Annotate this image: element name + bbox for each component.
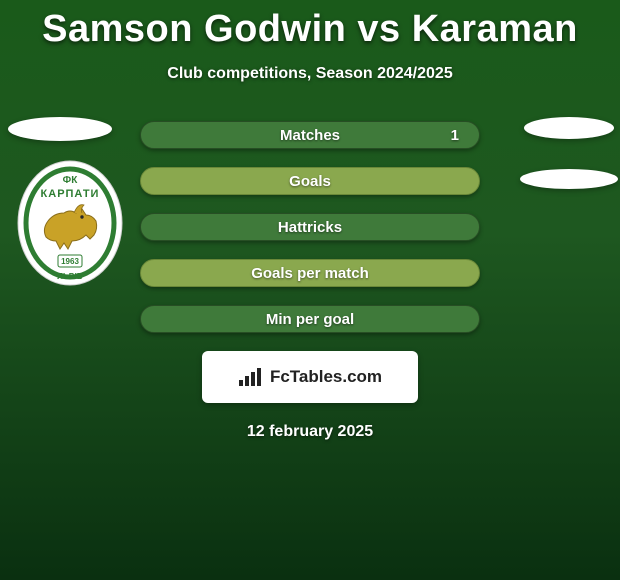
comparison-title: Samson Godwin vs Karaman [0,0,620,51]
svg-text:ФК: ФК [63,175,79,186]
brand-box: FcTables.com [202,351,418,403]
stat-label: Goals [289,173,331,190]
stat-label: Matches [280,127,340,144]
photo-placeholder-left [8,117,112,141]
stat-bar-goals-per-match: Goals per match [140,259,480,287]
stat-label: Hattricks [278,219,342,236]
stat-bar-goals: Goals [140,167,480,195]
stat-label: Goals per match [251,265,369,282]
stat-value: 1 [451,127,459,144]
club-badge: ФК КАРПАТИ 1963 ЛЬВІВ [16,159,124,287]
svg-text:1963: 1963 [61,257,79,266]
bars-icon [238,366,264,388]
comparison-content: ФК КАРПАТИ 1963 ЛЬВІВ Matches 1 Goals Ha… [0,121,620,441]
stat-bars: Matches 1 Goals Hattricks Goals per matc… [140,121,480,333]
stat-bar-hattricks: Hattricks [140,213,480,241]
photo-placeholder-right-2 [520,169,618,189]
stat-bar-min-per-goal: Min per goal [140,305,480,333]
date-label: 12 february 2025 [0,423,620,441]
photo-placeholder-right-1 [524,117,614,139]
svg-text:КАРПАТИ: КАРПАТИ [41,188,100,200]
svg-text:ЛЬВІВ: ЛЬВІВ [57,272,82,281]
stat-bar-matches: Matches 1 [140,121,480,149]
brand-text: FcTables.com [270,367,382,387]
comparison-subtitle: Club competitions, Season 2024/2025 [0,65,620,83]
stat-label: Min per goal [266,311,354,328]
